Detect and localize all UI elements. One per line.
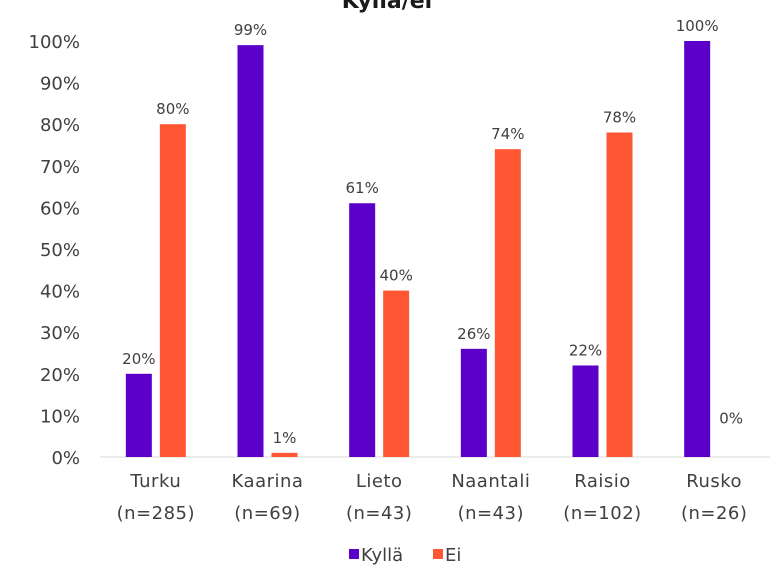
data-label: 80% [156, 100, 189, 118]
bars [125, 41, 711, 457]
y-tick-label: 30% [40, 323, 80, 344]
y-tick-label: 50% [40, 240, 80, 261]
y-axis-ticks: 0% 10% 20% 30% 40% 50% 60% 70% 80% 90% 100% [29, 32, 80, 469]
bar-kyll--4 [572, 365, 599, 457]
data-label: 61% [345, 179, 378, 197]
bar-ei-3 [494, 149, 521, 457]
chart-title: Kyllä/ei [342, 0, 432, 14]
y-tick-label: 60% [40, 198, 80, 219]
y-tick-label: 80% [40, 115, 80, 136]
x-category-label: Raisio [574, 471, 631, 492]
y-tick-label: 90% [40, 74, 80, 95]
bar-ei-2 [383, 290, 410, 457]
data-label: 99% [234, 21, 267, 39]
data-label: 40% [379, 267, 412, 285]
x-category-label: (n=285) [117, 503, 195, 524]
legend: Kyllä Ei [349, 545, 461, 566]
bar-ei-0 [159, 124, 186, 457]
bar-kyll--0 [125, 373, 152, 457]
x-category-label: Naantali [451, 471, 530, 492]
x-category-label: Rusko [686, 471, 742, 492]
x-category-label: (n=102) [563, 503, 641, 524]
y-tick-label: 70% [40, 157, 80, 178]
x-category-label: Turku [129, 471, 181, 492]
y-tick-label: 0% [51, 448, 80, 469]
legend-swatch [349, 549, 359, 559]
data-label: 1% [273, 429, 297, 447]
legend-label: Ei [445, 545, 461, 566]
data-label: 20% [122, 350, 155, 368]
y-tick-label: 100% [29, 32, 80, 53]
x-category-label: (n=69) [234, 503, 300, 524]
bar-ei-1 [271, 452, 298, 457]
data-label: 78% [603, 109, 636, 127]
legend-swatch [433, 549, 443, 559]
data-labels: 20% 99% 61% 26% 22% 100% 80% 1% 40% 74% 78% 0% [122, 17, 743, 447]
data-label: 26% [457, 325, 490, 343]
data-label: 0% [719, 410, 743, 428]
x-category-label: Lieto [356, 471, 403, 492]
x-axis-category-labels: Turku (n=285) Kaarina (n=69) Lieto (n=43) Naan… [117, 471, 747, 524]
bar-kyll--1 [237, 45, 264, 457]
legend-label: Kyllä [361, 545, 403, 566]
data-label: 74% [491, 125, 524, 143]
bar-kyll--3 [460, 348, 487, 457]
y-tick-label: 10% [40, 406, 80, 427]
bar-kyll--2 [349, 203, 376, 457]
x-category-label: (n=26) [681, 503, 747, 524]
data-label: 100% [676, 17, 719, 35]
x-category-label: (n=43) [458, 503, 524, 524]
y-tick-label: 20% [40, 365, 80, 386]
data-label: 22% [569, 341, 602, 359]
y-tick-label: 40% [40, 282, 80, 303]
bar-kyll--5 [684, 41, 711, 457]
x-category-label: (n=43) [346, 503, 412, 524]
bar-ei-4 [606, 132, 633, 457]
x-category-label: Kaarina [232, 471, 304, 492]
